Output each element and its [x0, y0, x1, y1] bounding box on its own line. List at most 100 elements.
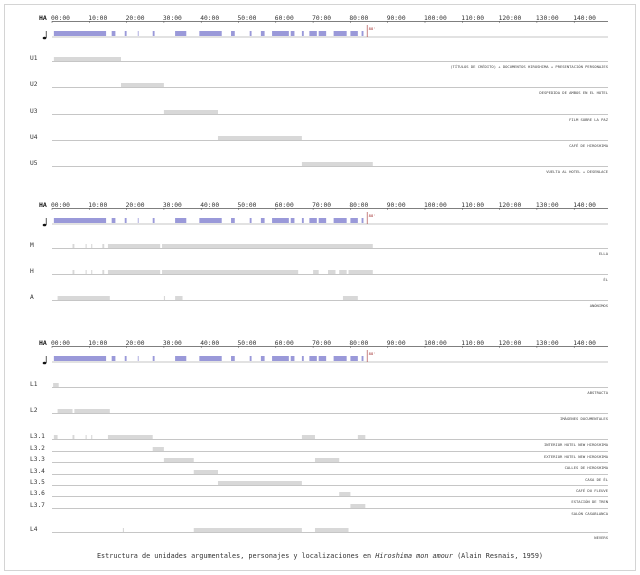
- time-tick-label: 130:00: [536, 202, 559, 209]
- music-segment: [350, 31, 358, 36]
- music-segment: [361, 218, 364, 223]
- timeline-panel-2: HA 00:00 10:00 20:00 30:00 40:00 50:00 60:00 70:…: [30, 201, 609, 308]
- row-l3-1: L3.1 INTERIOR HOTEL NEW HIROSHIMA: [30, 433, 609, 447]
- music-segment: [199, 218, 222, 223]
- row-l3-2: L3.2 EXTERIOR HOTEL NEW HIROSHIMA: [30, 445, 609, 459]
- row-description: VUELTA AL HOTEL + DESENLACE: [546, 169, 608, 174]
- row-label: L4: [30, 526, 38, 533]
- row-a: A ANÓNIMOS: [30, 294, 609, 308]
- film-end-label: 88': [369, 351, 376, 356]
- segment-bar: [107, 270, 161, 274]
- segment-bar: [313, 270, 319, 274]
- row-u2: U2 DESPEDIDA DE AMBOS EN EL HOTEL: [30, 81, 609, 95]
- music-segment: [301, 31, 304, 36]
- segment-bar: [162, 270, 299, 274]
- row-label: L3.2: [30, 445, 45, 452]
- music-note-icon: [42, 218, 47, 227]
- time-tick-label: 140:00: [573, 202, 596, 209]
- time-tick-label: 120:00: [499, 340, 522, 347]
- music-segment: [111, 356, 116, 361]
- time-tick-label: 120:00: [499, 15, 522, 22]
- music-segment: [111, 31, 116, 36]
- segment-bar: [314, 528, 349, 532]
- time-tick-label: 20:00: [126, 202, 145, 209]
- music-segment: [137, 356, 139, 361]
- timeline-panel-3: HA 00:00 10:00 20:00 30:00 40:00 50:00 60:00 70:…: [30, 339, 609, 540]
- time-tick-label: 100:00: [424, 202, 447, 209]
- segment-bar: [357, 435, 366, 439]
- time-tick-label: 70:00: [312, 340, 331, 347]
- row-description: FILM SOBRE LA PAZ: [569, 117, 609, 122]
- segment-bar: [72, 270, 75, 274]
- row-label: H: [30, 268, 34, 275]
- segment-bar: [217, 481, 302, 485]
- segment-bar: [350, 504, 366, 508]
- music-segment: [318, 218, 327, 223]
- time-tick-label: 80:00: [349, 340, 368, 347]
- music-segment: [309, 356, 317, 361]
- row-l3-4: L3.4 CASA DE ÉL: [30, 468, 609, 482]
- music-segment: [152, 218, 155, 223]
- segment-bar: [53, 383, 59, 387]
- music-segment: [124, 356, 127, 361]
- time-tick-label: 30:00: [163, 15, 182, 22]
- music-segment: [318, 31, 327, 36]
- segment-bar: [57, 409, 73, 413]
- music-segment: [333, 356, 347, 361]
- segment-bar: [301, 162, 373, 166]
- time-tick-label: 40:00: [200, 15, 219, 22]
- row-label: L1: [30, 381, 38, 388]
- ha-label: HA: [39, 201, 47, 209]
- segment-bar: [53, 57, 122, 61]
- segment-bar: [85, 435, 87, 439]
- music-segment: [301, 218, 304, 223]
- row-h: H ÉL: [30, 268, 609, 282]
- segment-bar: [91, 435, 93, 439]
- time-tick-label: 60:00: [275, 340, 294, 347]
- segment-bar: [175, 296, 183, 300]
- row-m: M ELLA: [30, 242, 609, 256]
- music-segment: [333, 31, 347, 36]
- time-tick-label: 50:00: [238, 340, 257, 347]
- segment-bar: [342, 296, 358, 300]
- row-l3-5: L3.5 CAFÉ DU FLEUVE: [30, 479, 609, 493]
- row-description: DESPEDIDA DE AMBOS EN EL HOTEL: [539, 90, 608, 95]
- music-note-icon: [42, 31, 47, 40]
- row-l4: L4 NEVERS: [30, 526, 609, 540]
- music-segment: [290, 356, 295, 361]
- segment-bar: [122, 528, 124, 532]
- row-u5: U5 VUELTA AL HOTEL + DESENLACE: [30, 160, 609, 174]
- row-l2: L2 IMÁGENES DOCUMENTALES: [30, 407, 609, 421]
- row-label: U4: [30, 134, 38, 141]
- time-tick-label: 00:00: [51, 15, 70, 22]
- time-tick-label: 80:00: [349, 202, 368, 209]
- segment-bar: [91, 270, 93, 274]
- music-segment: [350, 356, 358, 361]
- segment-bar: [328, 270, 336, 274]
- time-tick-label: 00:00: [51, 340, 70, 347]
- music-segment: [231, 218, 235, 223]
- music-segment: [53, 31, 107, 36]
- segment-bar: [85, 244, 87, 248]
- row-description: ESTACIÓN DE TREN: [571, 499, 608, 504]
- segment-bar: [107, 435, 153, 439]
- caption-suffix: (Alain Resnais, 1959): [452, 552, 544, 560]
- time-tick-label: 100:00: [424, 15, 447, 22]
- time-tick-label: 60:00: [275, 15, 294, 22]
- time-tick-label: 130:00: [536, 15, 559, 22]
- row-description: EXTERIOR HOTEL NEW HIROSHIMA: [544, 454, 609, 459]
- music-segment: [199, 356, 222, 361]
- music-segment: [309, 31, 317, 36]
- music-segment: [199, 31, 222, 36]
- music-segment: [301, 356, 304, 361]
- row-label: L3.5: [30, 479, 45, 486]
- row-label: U1: [30, 55, 38, 62]
- music-segment: [137, 218, 139, 223]
- music-segment: [361, 356, 364, 361]
- segment-bar: [102, 270, 105, 274]
- music-segment: [152, 356, 155, 361]
- time-tick-label: 30:00: [163, 202, 182, 209]
- music-segment: [231, 31, 235, 36]
- segment-bar: [193, 528, 302, 532]
